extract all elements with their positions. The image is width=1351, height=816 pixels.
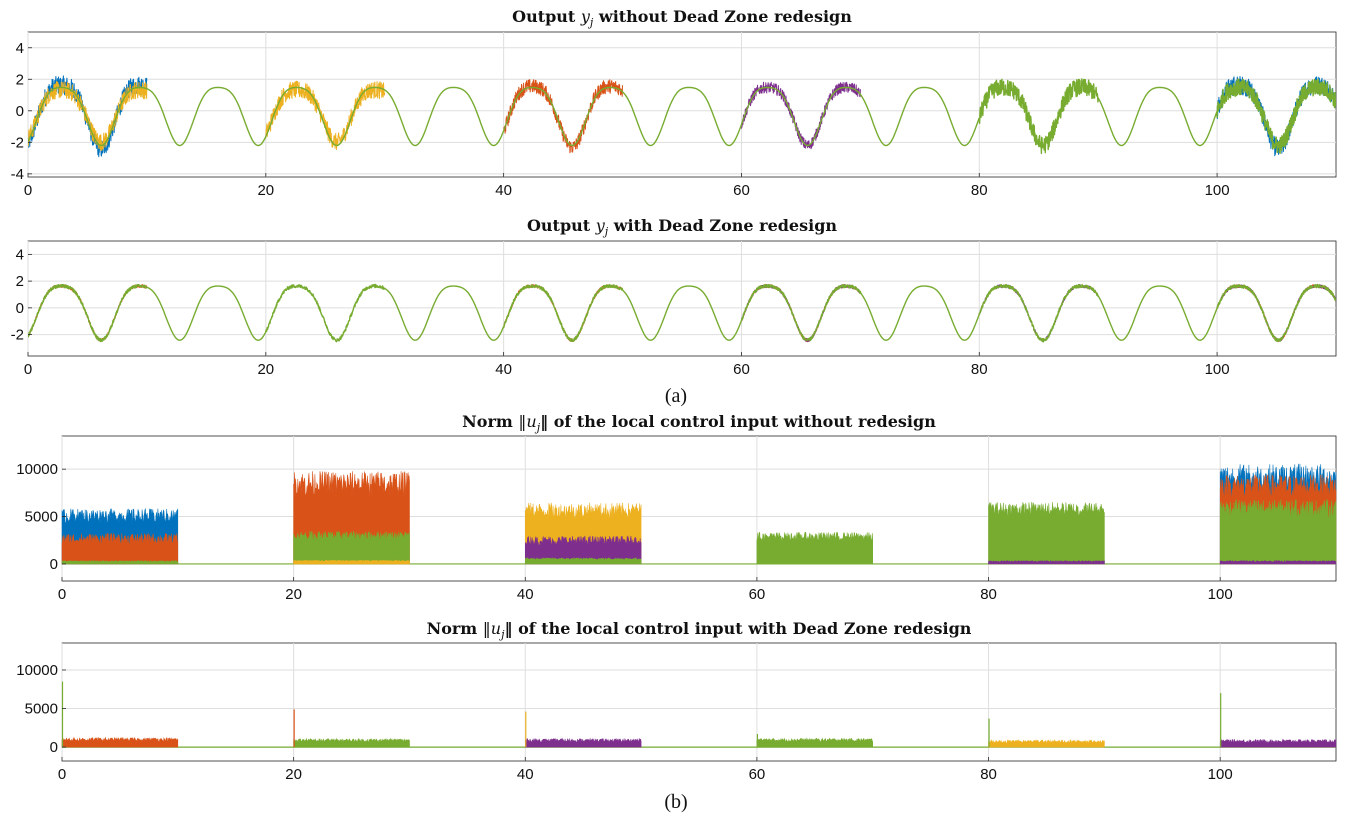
chart-title: Norm ‖uj‖ of the local control input wit…	[427, 619, 972, 641]
title-symbol: y	[580, 7, 591, 26]
burst-green	[61, 559, 179, 565]
series-group	[28, 283, 1336, 343]
burst-orange	[61, 532, 179, 565]
burst-green	[756, 737, 873, 748]
x-tick-label: 20	[285, 586, 302, 603]
plot-area	[61, 642, 1337, 762]
x-tick-label: 0	[58, 766, 66, 783]
burst-purple	[1219, 559, 1337, 565]
title-text: without Dead Zone redesign	[593, 7, 852, 26]
x-tick-label: 0	[24, 361, 32, 378]
burst-green	[293, 737, 410, 748]
x-tick-label: 40	[517, 586, 534, 603]
panel-caption-b: (b)	[664, 791, 687, 813]
y-tick-label: 0	[50, 556, 58, 573]
x-tick-label: 60	[749, 766, 766, 783]
x-tick-label: 60	[749, 586, 766, 603]
title-text: with Dead Zone redesign	[608, 216, 837, 235]
x-tick-label: 80	[971, 361, 988, 378]
y-tick-label: -2	[11, 134, 24, 151]
y-tick-label: 10000	[16, 461, 58, 478]
title-text: ‖ of the local control input without red…	[540, 412, 936, 431]
x-tick-label: 20	[285, 766, 302, 783]
y-tick-label: 0	[16, 300, 24, 317]
x-tick-label: 40	[495, 361, 512, 378]
x-tick-label: 0	[24, 182, 32, 199]
series-line-green	[28, 78, 1336, 155]
y-tick-label: 4	[16, 40, 24, 57]
burst-orange	[61, 736, 179, 748]
x-tick-label: 80	[980, 586, 997, 603]
chart-title: Norm ‖uj‖ of the local control input wit…	[462, 412, 936, 434]
series-group	[61, 681, 1337, 748]
title-text: Norm	[427, 619, 483, 638]
x-tick-label: 100	[1205, 361, 1230, 378]
burst-purple	[988, 559, 1105, 565]
x-tick-label: 100	[1208, 766, 1233, 783]
plot-area	[27, 31, 1337, 178]
title-subscript: j	[498, 628, 505, 641]
plot-area	[27, 240, 1337, 357]
title-symbol: ‖u	[483, 619, 501, 638]
title-symbol: y	[595, 216, 606, 235]
y-tick-label: 2	[16, 273, 24, 290]
control-norm-without-redesign-plot: Norm ‖uj‖ of the local control input wit…	[16, 412, 1337, 603]
y-tick-label: 4	[16, 246, 24, 263]
series-line-purple	[741, 81, 861, 150]
y-tick-label: -2	[11, 327, 24, 344]
burst-green	[988, 501, 1105, 565]
x-tick-label: 80	[980, 766, 997, 783]
x-tick-label: 60	[733, 182, 750, 199]
panel-caption-a: (a)	[665, 385, 687, 407]
x-tick-label: 20	[257, 361, 274, 378]
x-tick-label: 100	[1208, 586, 1233, 603]
title-subscript: j	[587, 16, 594, 29]
title-text: Norm	[462, 412, 518, 431]
x-tick-label: 80	[971, 182, 988, 199]
chart-title: Output yj with Dead Zone redesign	[527, 216, 837, 238]
y-tick-label: 2	[16, 71, 24, 88]
x-tick-label: 100	[1205, 182, 1230, 199]
title-text: ‖ of the local control input with Dead Z…	[505, 619, 972, 638]
chart-title: Output yj without Dead Zone redesign	[512, 7, 852, 29]
plot-area	[61, 435, 1337, 582]
burst-purple	[525, 737, 642, 748]
y-tick-label: 0	[16, 103, 24, 120]
burst-green	[756, 531, 873, 565]
burst-yellow	[988, 738, 1105, 748]
series-line-green	[28, 283, 1336, 343]
series-line-orange	[503, 79, 623, 154]
burst-green	[293, 530, 410, 565]
series-group	[28, 75, 1336, 158]
burst-yellow	[293, 559, 410, 565]
title-symbol: ‖u	[518, 412, 536, 431]
series-line-yellow	[265, 80, 386, 150]
burst-green	[1219, 499, 1337, 565]
title-subscript: j	[602, 225, 609, 238]
control-norm-with-redesign-plot: Norm ‖uj‖ of the local control input wit…	[16, 619, 1337, 783]
y-tick-label: 10000	[16, 662, 58, 679]
x-tick-label: 60	[733, 361, 750, 378]
x-tick-label: 40	[517, 766, 534, 783]
title-text: Output	[527, 216, 596, 235]
x-tick-label: 40	[495, 182, 512, 199]
y-tick-label: 5000	[25, 509, 58, 526]
series-group	[61, 463, 1337, 565]
burst-purple	[1219, 738, 1337, 748]
x-tick-label: 0	[58, 586, 66, 603]
x-tick-label: 20	[257, 182, 274, 199]
title-text: Output	[512, 7, 581, 26]
y-tick-label: 5000	[25, 701, 58, 718]
y-tick-label: -4	[11, 166, 24, 183]
y-tick-label: 0	[50, 739, 58, 756]
burst-purple	[525, 535, 642, 565]
title-subscript: j	[534, 421, 541, 434]
burst-green	[525, 557, 642, 565]
